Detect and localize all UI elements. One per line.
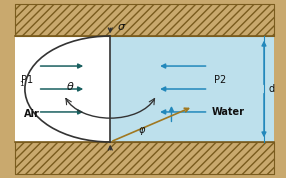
Bar: [15, 142, 274, 174]
Bar: [15, 36, 274, 142]
Text: φ: φ: [139, 125, 145, 135]
Text: d: d: [268, 84, 274, 94]
Text: Water: Water: [211, 107, 244, 117]
Bar: [15, 4, 274, 36]
Bar: [15, 4, 274, 36]
Bar: [15, 142, 274, 174]
Text: 1: 1: [19, 81, 24, 87]
Bar: [110, 36, 274, 142]
Text: P1: P1: [21, 75, 33, 85]
Text: P2: P2: [214, 75, 227, 85]
Wedge shape: [25, 36, 110, 142]
Text: σ: σ: [117, 22, 124, 32]
Text: θ: θ: [67, 82, 74, 92]
Text: Air: Air: [23, 109, 39, 119]
